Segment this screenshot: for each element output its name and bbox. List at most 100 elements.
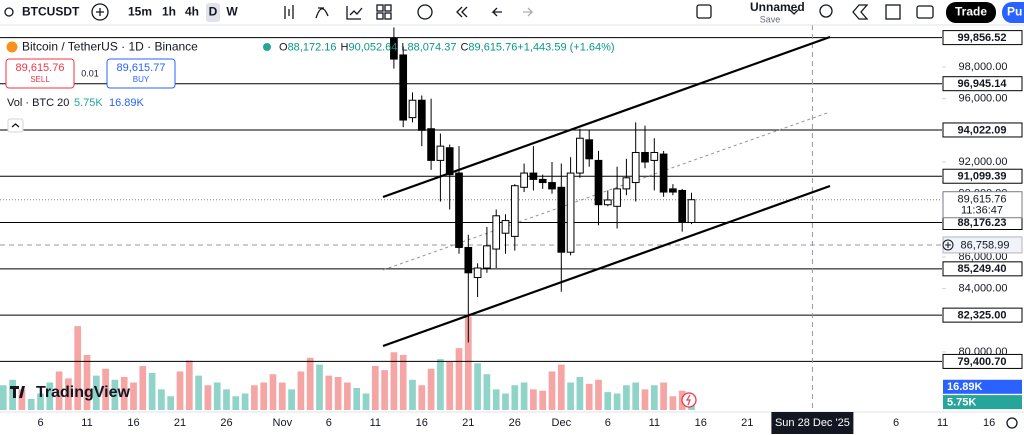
level-label-bg [942, 122, 1023, 138]
volume-bar [474, 363, 481, 410]
x-tick-label: 21 [462, 417, 474, 429]
y-tick-label: 84,000.00 [959, 283, 1008, 295]
crosshair-plus[interactable] [942, 239, 954, 251]
candle-body [594, 159, 603, 206]
volume-bar [130, 382, 137, 410]
level-label-bg [942, 30, 1023, 46]
buy-button[interactable] [106, 58, 176, 89]
axis-settings-icon[interactable] [1006, 417, 1018, 429]
candle-body [427, 128, 435, 161]
crosshair-date-bg [771, 412, 854, 434]
coin-icon [6, 41, 18, 53]
candle-body [576, 137, 584, 174]
volume-axis-label: 16.89K [947, 381, 983, 393]
candle-body [520, 172, 528, 188]
level-label: 94,022.09 [958, 124, 1007, 136]
volume-bar [381, 370, 388, 410]
x-tick-label: 16 [416, 417, 428, 429]
volume-bar [65, 378, 72, 410]
alarm-icon[interactable] [417, 4, 433, 20]
undo-icon[interactable] [491, 7, 502, 17]
collapse-button[interactable] [7, 118, 24, 133]
ohlc-key: L [401, 41, 407, 53]
price-axis-labels: 98,000.0096,000.0092,000.0090,000.0086,0… [942, 30, 1023, 410]
volume-axis-bg [943, 379, 1022, 394]
volume-bar [409, 379, 416, 410]
candle-body [464, 246, 473, 274]
snapshot-icon[interactable] [916, 5, 934, 19]
volume-bar [148, 372, 156, 410]
level-label: 91,099.39 [958, 171, 1007, 183]
toolbar-bg [0, 0, 1024, 25]
candle-body [455, 172, 463, 248]
volume-bar [139, 366, 147, 410]
search-icon-2[interactable] [819, 4, 833, 18]
redo-icon[interactable] [523, 7, 534, 17]
candles [390, 27, 696, 343]
volume-bar [306, 357, 314, 410]
x-tick-label: Dec [552, 417, 572, 429]
layout-menu[interactable] [789, 9, 799, 15]
volume-bar [0, 385, 7, 410]
interval[interactable]: W [226, 5, 238, 19]
publish-button-bg[interactable] [1002, 2, 1024, 23]
sell-button[interactable] [5, 58, 75, 89]
candle-body [622, 177, 631, 190]
candle-body [417, 99, 426, 131]
interval[interactable]: 4h [185, 5, 199, 19]
x-tick-label: 21 [174, 417, 186, 429]
trade-button[interactable]: Trade [955, 5, 987, 19]
chart-type-icon[interactable] [284, 5, 294, 19]
sell-price[interactable]: 89,615.76 [16, 62, 65, 74]
buy-price[interactable]: 89,615.77 [117, 62, 166, 74]
interval[interactable]: D [209, 5, 218, 19]
volume-bar [204, 385, 212, 410]
channel-lower[interactable] [382, 184, 831, 348]
candle-body [408, 99, 417, 119]
publish-button[interactable]: Pu [1007, 5, 1022, 19]
volume-bar [37, 393, 44, 410]
candle-body [529, 172, 538, 180]
level-label: 99,856.52 [958, 32, 1007, 44]
interval[interactable]: 1h [162, 5, 176, 19]
candle-body [678, 189, 687, 223]
volume-bar [520, 382, 528, 410]
search-icon[interactable] [4, 7, 14, 17]
channel-upper[interactable] [382, 35, 831, 199]
fullscreen-icon[interactable] [885, 4, 901, 20]
symbol-title: Bitcoin / TetherUS · 1D · Binance [22, 40, 198, 54]
candle-body [473, 267, 482, 279]
volume-bar [530, 389, 537, 410]
candle-body [585, 139, 594, 160]
volume-pane [0, 316, 695, 410]
buy-label[interactable]: BUY [133, 75, 150, 84]
symbol[interactable]: BTCUSDT [22, 5, 80, 19]
volume-legend-label: Vol · BTC 20 [7, 97, 69, 109]
compare-button[interactable] [91, 3, 109, 21]
layout-icon-part [384, 12, 392, 20]
y-tick-label: 96,000.00 [959, 93, 1008, 105]
x-tick-label: 11 [649, 417, 660, 429]
volume-bar [102, 368, 109, 410]
candle-body [501, 220, 510, 234]
x-tick-label: 11 [370, 417, 381, 429]
toolbar: BTCUSDT 15m 1h 4h D W Unnamed Save Trade Pu [0, 0, 1024, 26]
time-axis-labels: 611162126Nov611162126Dec61116212661116Su… [37, 412, 995, 434]
interval[interactable]: 15m [128, 5, 152, 19]
sell-label[interactable]: SELL [30, 75, 50, 84]
layout-save-icon[interactable] [696, 4, 712, 19]
volume-bar [576, 377, 584, 410]
layout-icon[interactable] [376, 4, 384, 12]
volume-bar [158, 389, 165, 410]
volume-bar [213, 382, 221, 410]
alert-icon[interactable] [346, 6, 363, 20]
y-tick-label: 92,000.00 [959, 156, 1008, 168]
settings-icon[interactable] [852, 4, 869, 20]
volume-axis-bg [943, 395, 1022, 410]
x-tick-label: 6 [893, 417, 899, 429]
trade-button-bg[interactable] [946, 2, 996, 23]
market-status [263, 43, 271, 51]
replay-icon[interactable] [456, 6, 468, 18]
x-tick-label: 6 [326, 417, 332, 429]
indicators-icon[interactable] [315, 7, 329, 19]
